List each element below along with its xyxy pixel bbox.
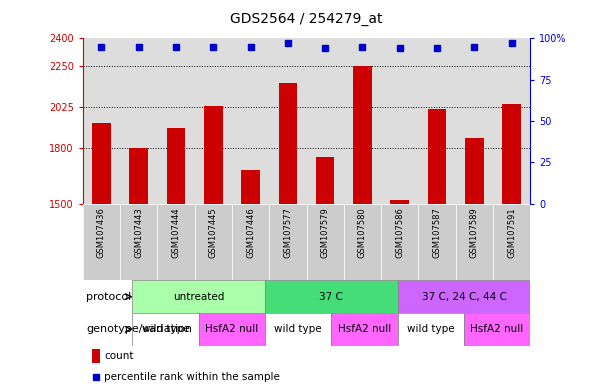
Bar — [502, 104, 521, 204]
Bar — [167, 128, 185, 204]
Text: GSM107589: GSM107589 — [470, 207, 479, 258]
Bar — [353, 66, 371, 204]
Text: genotype/variation: genotype/variation — [86, 324, 192, 334]
Text: HsfA2 null: HsfA2 null — [470, 324, 524, 334]
Bar — [428, 109, 446, 204]
Bar — [465, 138, 484, 204]
Text: count: count — [104, 351, 134, 361]
Text: GSM107586: GSM107586 — [395, 207, 404, 258]
Bar — [158, 204, 195, 280]
Text: untreated: untreated — [173, 291, 224, 302]
Text: wild type: wild type — [275, 324, 322, 334]
Text: GSM107579: GSM107579 — [321, 207, 330, 258]
Bar — [390, 200, 409, 204]
Bar — [278, 83, 297, 204]
Text: GSM107445: GSM107445 — [209, 207, 218, 258]
Text: wild type: wild type — [407, 324, 455, 334]
Bar — [265, 280, 398, 313]
Text: HsfA2 null: HsfA2 null — [338, 324, 391, 334]
Bar — [265, 313, 332, 346]
Text: GSM107580: GSM107580 — [358, 207, 367, 258]
Bar — [398, 280, 530, 313]
Text: GSM107436: GSM107436 — [97, 207, 106, 258]
Bar — [132, 280, 265, 313]
Bar — [120, 204, 158, 280]
Bar — [398, 313, 464, 346]
Bar — [464, 313, 530, 346]
Bar — [269, 204, 306, 280]
Text: HsfA2 null: HsfA2 null — [205, 324, 259, 334]
Text: GSM107446: GSM107446 — [246, 207, 255, 258]
Text: GSM107577: GSM107577 — [283, 207, 292, 258]
Bar — [132, 313, 199, 346]
Text: GSM107587: GSM107587 — [433, 207, 441, 258]
Bar — [92, 349, 100, 363]
Bar — [316, 157, 335, 204]
Text: 37 C, 24 C, 44 C: 37 C, 24 C, 44 C — [422, 291, 506, 302]
Bar — [129, 149, 148, 204]
Bar — [232, 204, 269, 280]
Text: GSM107444: GSM107444 — [172, 207, 180, 258]
Bar — [381, 204, 418, 280]
Bar — [199, 313, 265, 346]
Bar — [332, 313, 398, 346]
Text: GSM107591: GSM107591 — [507, 207, 516, 258]
Text: GDS2564 / 254279_at: GDS2564 / 254279_at — [230, 12, 383, 25]
Text: protocol: protocol — [86, 291, 131, 302]
Bar — [204, 106, 223, 204]
Bar — [92, 123, 111, 204]
Text: GSM107443: GSM107443 — [134, 207, 143, 258]
Text: wild type: wild type — [142, 324, 189, 334]
Text: 37 C: 37 C — [319, 291, 343, 302]
Bar — [242, 170, 260, 204]
Bar — [195, 204, 232, 280]
Bar — [455, 204, 493, 280]
Text: percentile rank within the sample: percentile rank within the sample — [104, 372, 280, 382]
Bar — [418, 204, 455, 280]
Bar — [344, 204, 381, 280]
Bar — [83, 204, 120, 280]
Bar — [306, 204, 344, 280]
Bar — [493, 204, 530, 280]
